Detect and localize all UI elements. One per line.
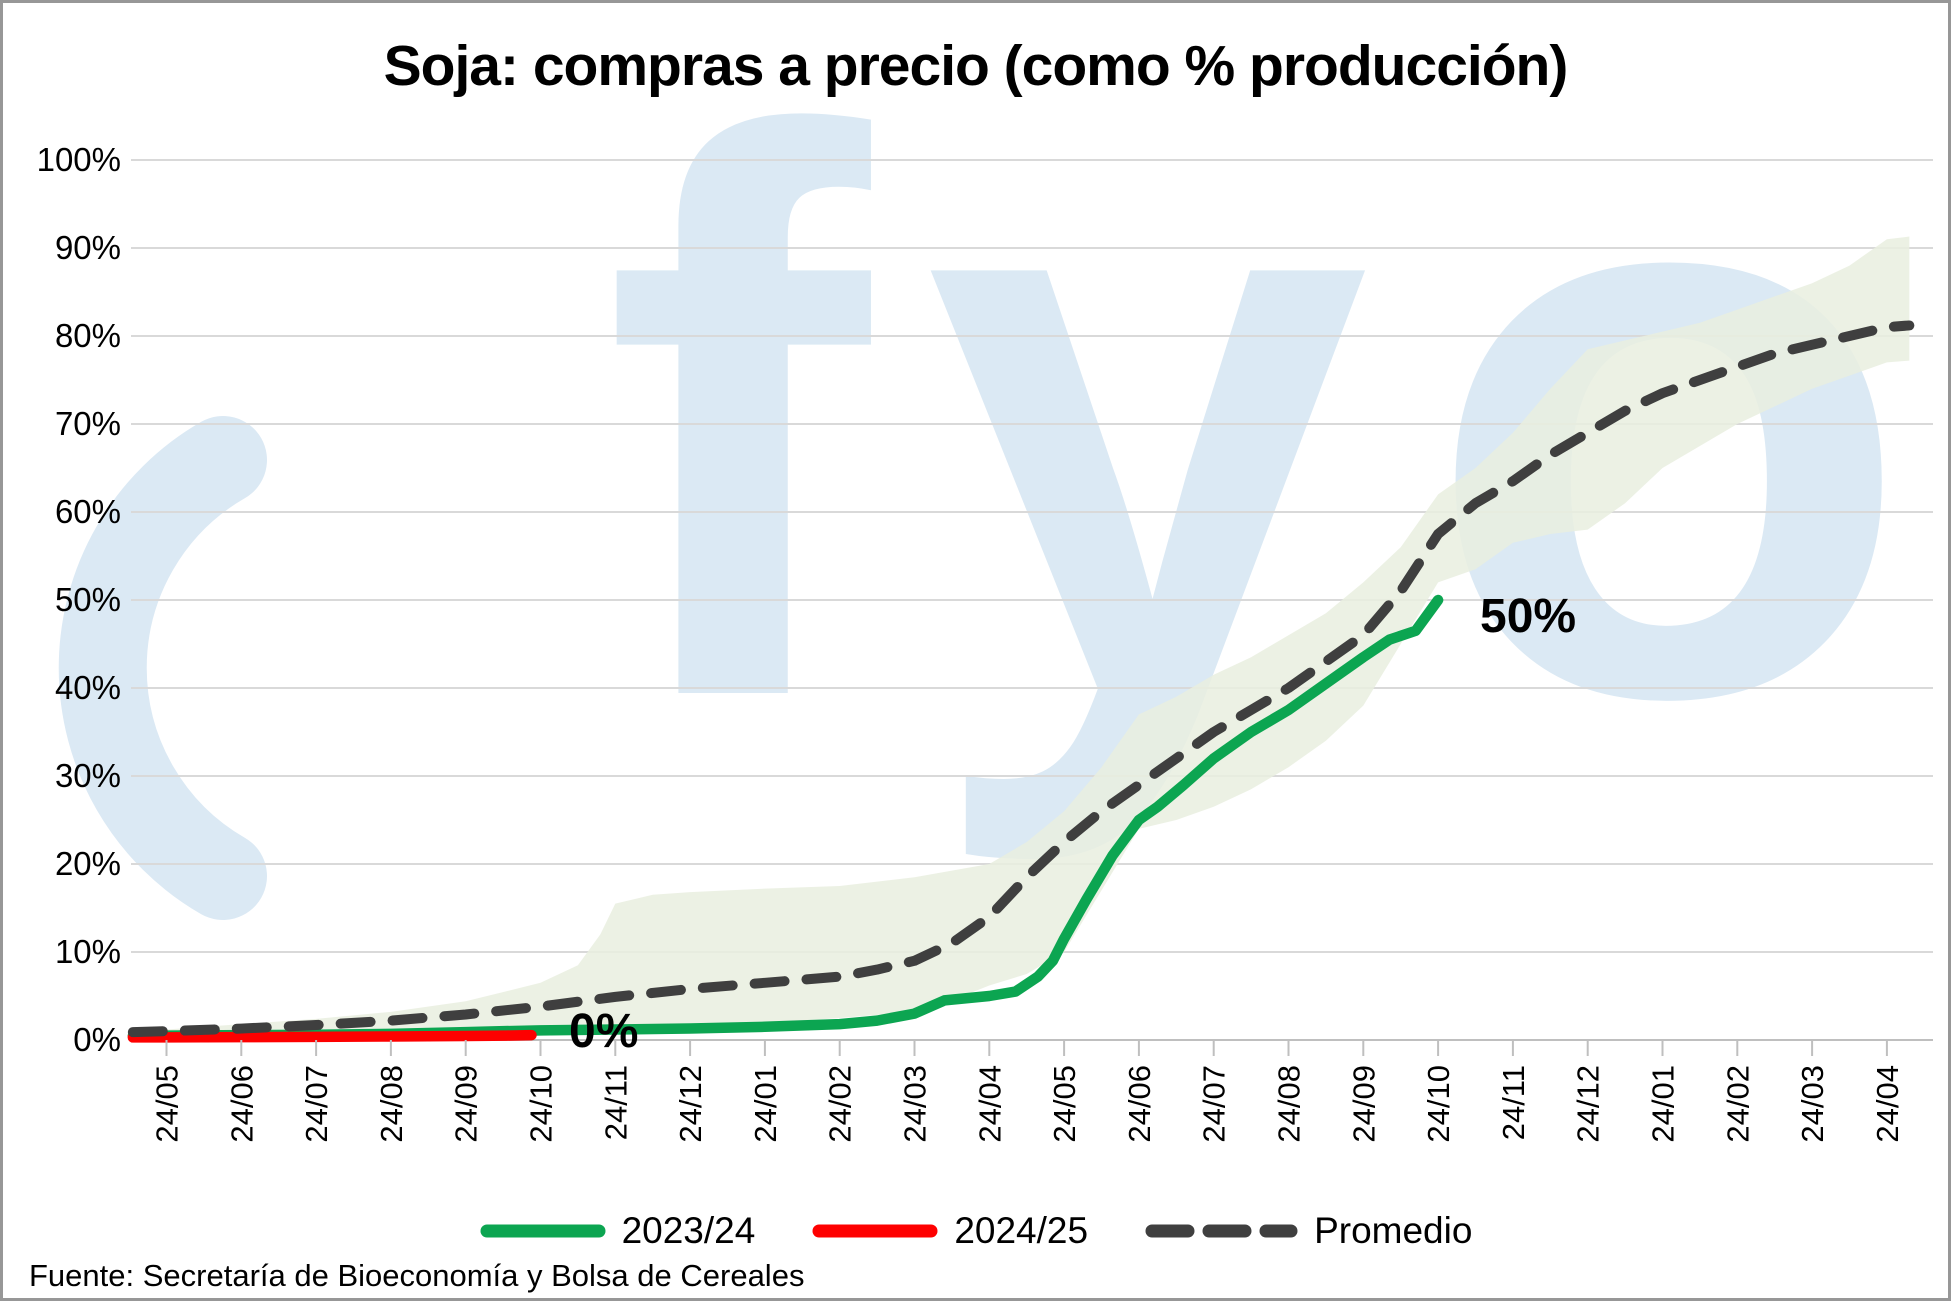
y-axis-label: 10% (55, 933, 121, 970)
legend-marker (812, 1224, 938, 1238)
legend-label: 2023/24 (621, 1210, 756, 1251)
x-axis-label: 24/06 (224, 1065, 259, 1143)
y-axis-label: 90% (55, 229, 121, 266)
band-minmax-area (132, 236, 1910, 1040)
y-axis-label: 30% (55, 757, 121, 794)
x-axis-label: 24/11 (598, 1065, 633, 1140)
x-axis-label: 24/07 (299, 1065, 334, 1143)
x-axis-label: 24/05 (150, 1065, 185, 1143)
x-axis-label: 24/01 (748, 1065, 783, 1143)
legend: 2023/24 2024/25 Promedio (3, 1210, 1948, 1252)
x-axis-label: 24/03 (1795, 1065, 1830, 1143)
x-axis-label: 24/05 (1047, 1065, 1082, 1143)
source-note: Fuente: Secretaría de Bioeconomía y Bols… (29, 1258, 805, 1293)
series-lines (127, 320, 1915, 1043)
x-axis-label: 24/07 (1197, 1065, 1232, 1143)
legend-marker (1145, 1224, 1298, 1238)
legend-label: 2024/25 (954, 1210, 1089, 1251)
x-axis-label: 24/09 (449, 1065, 484, 1143)
chart-canvas: fyo 24/05 24/06 24/07 24/08 24/09 24/10 24/11 2… (37, 3, 1933, 1143)
y-axis-label: 60% (55, 493, 121, 530)
band-minmax (132, 236, 1910, 1040)
x-axis-label: 24/02 (1720, 1065, 1755, 1143)
x-axis-label: 24/02 (823, 1065, 858, 1143)
x-axis-label: 24/03 (898, 1065, 933, 1143)
x-axis-label: 24/12 (673, 1065, 708, 1143)
x-axis-ticks (165, 1040, 1888, 1056)
y-axis-label: 100% (37, 141, 121, 178)
legend-item-2023-24: 2023/24 (479, 1210, 756, 1252)
y-axis-label: 40% (55, 669, 121, 706)
legend-item-2024-25: 2024/25 (811, 1210, 1088, 1252)
y-axis-labels: 0% 10% 20% 30% 40% 50% 60% 70% 80% 90% 100% (37, 141, 121, 1058)
chart-title: Soja: compras a precio (como % producció… (383, 34, 1569, 98)
legend-label: Promedio (1314, 1210, 1473, 1251)
fyo-logo-arc-icon (58, 416, 267, 920)
x-axis-label: 24/04 (972, 1065, 1007, 1143)
legend-item-promedio: Promedio (1144, 1210, 1472, 1252)
y-axis-label: 80% (55, 317, 121, 354)
x-axis-labels: 24/05 24/06 24/07 24/08 24/09 24/10 24/11 24/12… (150, 1065, 1905, 1143)
line-promedio (127, 320, 1915, 1038)
annotation-2024-25-value: 0% (569, 1005, 638, 1058)
y-axis-label: 20% (55, 845, 121, 882)
x-axis-label: 24/12 (1571, 1065, 1606, 1143)
x-axis-label: 24/06 (1122, 1065, 1157, 1143)
x-axis-label: 24/08 (374, 1065, 409, 1143)
x-axis-label: 24/11 (1496, 1065, 1531, 1140)
x-axis-label: 24/08 (1272, 1065, 1307, 1143)
y-axis-label: 70% (55, 405, 121, 442)
legend-marker (480, 1224, 606, 1238)
y-axis-label: 0% (73, 1021, 121, 1058)
x-axis-label: 24/04 (1870, 1065, 1905, 1143)
annotation-2023-24-value: 50% (1480, 590, 1576, 643)
x-axis-label: 24/10 (524, 1065, 559, 1143)
y-axis-label: 50% (55, 581, 121, 618)
x-axis-label: 24/09 (1346, 1065, 1381, 1143)
line-2024-25 (127, 1029, 537, 1043)
x-axis-label: 24/10 (1421, 1065, 1456, 1143)
x-axis-label: 24/01 (1646, 1065, 1681, 1143)
